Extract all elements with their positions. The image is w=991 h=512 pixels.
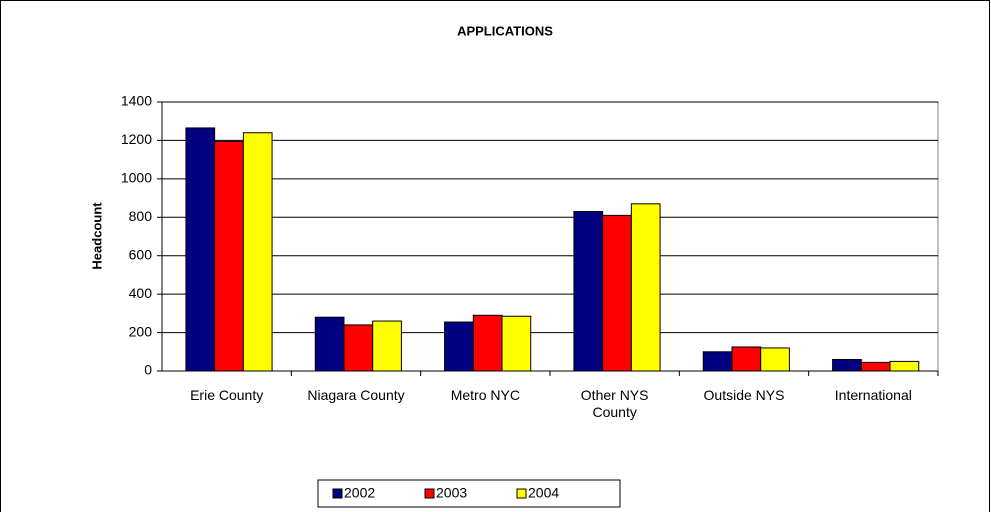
bar — [860, 361, 891, 372]
y-tick-label: 1200 — [121, 131, 152, 147]
y-tick-label: 0 — [144, 362, 152, 378]
plot-area — [161, 101, 939, 372]
chart-title: APPLICATIONS — [457, 23, 553, 38]
legend-swatch — [516, 488, 527, 499]
bar — [573, 211, 604, 372]
y-tick-label: 1400 — [121, 93, 152, 109]
x-tick-label: Outside NYS — [703, 387, 785, 403]
bar — [630, 203, 661, 372]
x-tick-label: Other NYS County — [580, 387, 649, 420]
bar — [372, 320, 402, 372]
y-tick-label: 400 — [129, 285, 153, 301]
x-tick-label: International — [834, 387, 912, 403]
legend-swatch — [332, 488, 343, 499]
bar — [702, 351, 733, 372]
bar — [731, 346, 762, 372]
y-tick-label: 200 — [129, 323, 153, 339]
legend-label: 2003 — [436, 485, 467, 501]
x-tick-label: Metro NYC — [450, 387, 520, 403]
bar — [444, 321, 474, 372]
legend-box — [317, 479, 621, 508]
bar — [214, 140, 244, 372]
bar — [343, 324, 374, 372]
bar — [889, 360, 920, 372]
bar — [185, 127, 216, 372]
legend-label: 2002 — [344, 485, 375, 501]
legend-swatch — [424, 488, 435, 499]
y-tick-label: 800 — [129, 208, 153, 224]
bar — [314, 316, 345, 372]
legend-label: 2004 — [528, 485, 559, 501]
bar — [501, 315, 532, 372]
bar — [832, 358, 862, 372]
y-axis-label: Headcount — [89, 202, 104, 270]
bar — [242, 132, 273, 372]
y-tick-label: 1000 — [121, 170, 152, 186]
x-tick-label: Erie County — [190, 387, 264, 403]
bar — [760, 347, 790, 372]
y-tick-label: 600 — [129, 246, 153, 262]
bar — [602, 214, 632, 372]
x-tick-label: Niagara County — [307, 387, 405, 403]
bar — [472, 314, 503, 372]
